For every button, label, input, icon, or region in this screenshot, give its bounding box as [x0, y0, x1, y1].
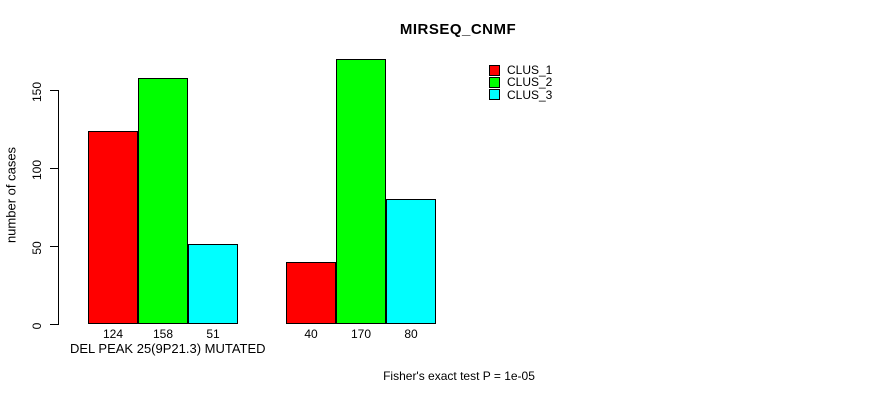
footnote: Fisher's exact test P = 1e-05: [383, 369, 535, 383]
legend-label: CLUS_3: [507, 87, 553, 102]
bar-value-label: 158: [152, 327, 174, 341]
bar-value-label: 80: [404, 327, 418, 341]
bar-value-label: 40: [304, 327, 318, 341]
bar-clus_1-group-2: [286, 262, 336, 324]
legend-item-clus_1: CLUS_1: [489, 63, 553, 77]
bar-value-label: 51: [206, 327, 220, 341]
bar-value-label: 170: [350, 327, 372, 341]
plot-area: [58, 48, 478, 324]
y-axis-tick: [50, 324, 58, 325]
bar-value-label: 124: [102, 327, 124, 341]
y-axis-tick: [50, 168, 58, 170]
bar-clus_2-group-1: [138, 78, 188, 324]
legend-swatch-icon: [489, 76, 500, 88]
y-axis-tick: [50, 90, 58, 92]
bar-clus_3-group-1: [188, 244, 238, 324]
bar-clus_2-group-2: [336, 59, 386, 324]
legend-swatch-icon: [489, 64, 500, 76]
bar-clus_1-group-1: [88, 131, 138, 324]
x-axis-label: DEL PEAK 25(9P21.3) MUTATED: [70, 341, 266, 356]
legend: CLUS_1 CLUS_2 CLUS_3: [489, 63, 553, 102]
y-axis-tick: [50, 246, 58, 248]
bar-clus_3-group-2: [386, 199, 436, 324]
legend-label: CLUS_2: [507, 75, 553, 90]
legend-item-clus_3: CLUS_3: [489, 87, 553, 102]
legend-swatch-icon: [489, 89, 500, 101]
chart-title: MIRSEQ_CNMF: [399, 21, 517, 38]
y-axis-line: [58, 90, 59, 325]
legend-item-clus_2: CLUS_2: [489, 75, 553, 90]
legend-label: CLUS_1: [507, 63, 553, 77]
